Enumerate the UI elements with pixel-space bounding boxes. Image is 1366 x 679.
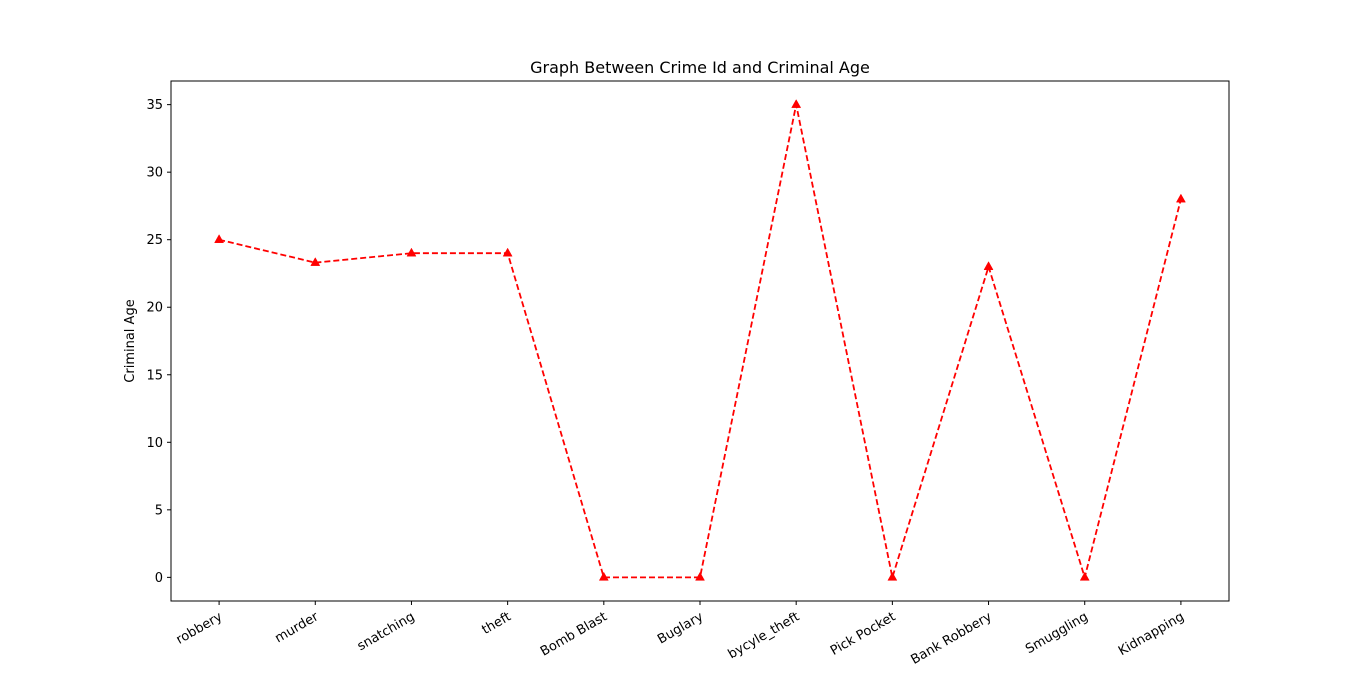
x-axis: robbery murder snatching theft Bomb Blast Bug… — [174, 601, 1187, 668]
data-point-marker — [1175, 193, 1186, 203]
y-tick-label: 35 — [146, 98, 163, 113]
y-tick-label: 10 — [146, 436, 163, 451]
x-tick-label: Kidnapping — [1116, 609, 1187, 659]
x-tick-label: robbery — [174, 609, 226, 647]
data-point-marker — [406, 247, 417, 257]
data-point-marker — [695, 571, 705, 581]
y-axis-label: Criminal Age — [123, 299, 138, 382]
y-tick-label: 20 — [146, 301, 163, 316]
x-tick-label: Smuggling — [1023, 609, 1091, 657]
x-tick-label: Buglary — [655, 609, 706, 647]
x-tick-label: Bomb Blast — [538, 609, 610, 659]
series-line — [218, 104, 1182, 581]
x-tick-label: theft — [479, 609, 513, 637]
y-tick-label: 25 — [146, 233, 163, 248]
x-tick-label: Bank Robbery — [908, 609, 994, 668]
y-tick-label: 30 — [146, 166, 163, 181]
y-tick-label: 0 — [155, 571, 163, 586]
plot-area — [170, 80, 1230, 602]
data-point-marker — [214, 234, 225, 243]
data-point-marker — [791, 99, 802, 108]
series-group — [214, 99, 1186, 581]
y-axis: 0 5 10 15 20 25 30 35 — [146, 98, 171, 586]
x-tick-label: bycyle_theft — [726, 609, 803, 662]
data-point-marker — [598, 571, 609, 581]
data-point-marker — [983, 261, 994, 270]
data-point-marker — [887, 571, 898, 581]
data-point-marker — [310, 257, 321, 266]
data-point-marker — [1079, 571, 1090, 581]
y-tick-label: 5 — [155, 503, 163, 518]
x-tick-label: murder — [273, 609, 322, 646]
chart-title: Graph Between Crime Id and Criminal Age — [530, 58, 870, 77]
x-tick-label: Pick Pocket — [828, 609, 898, 658]
y-tick-label: 15 — [146, 368, 163, 383]
x-tick-label: snatching — [355, 609, 418, 654]
data-point-marker — [502, 247, 513, 257]
